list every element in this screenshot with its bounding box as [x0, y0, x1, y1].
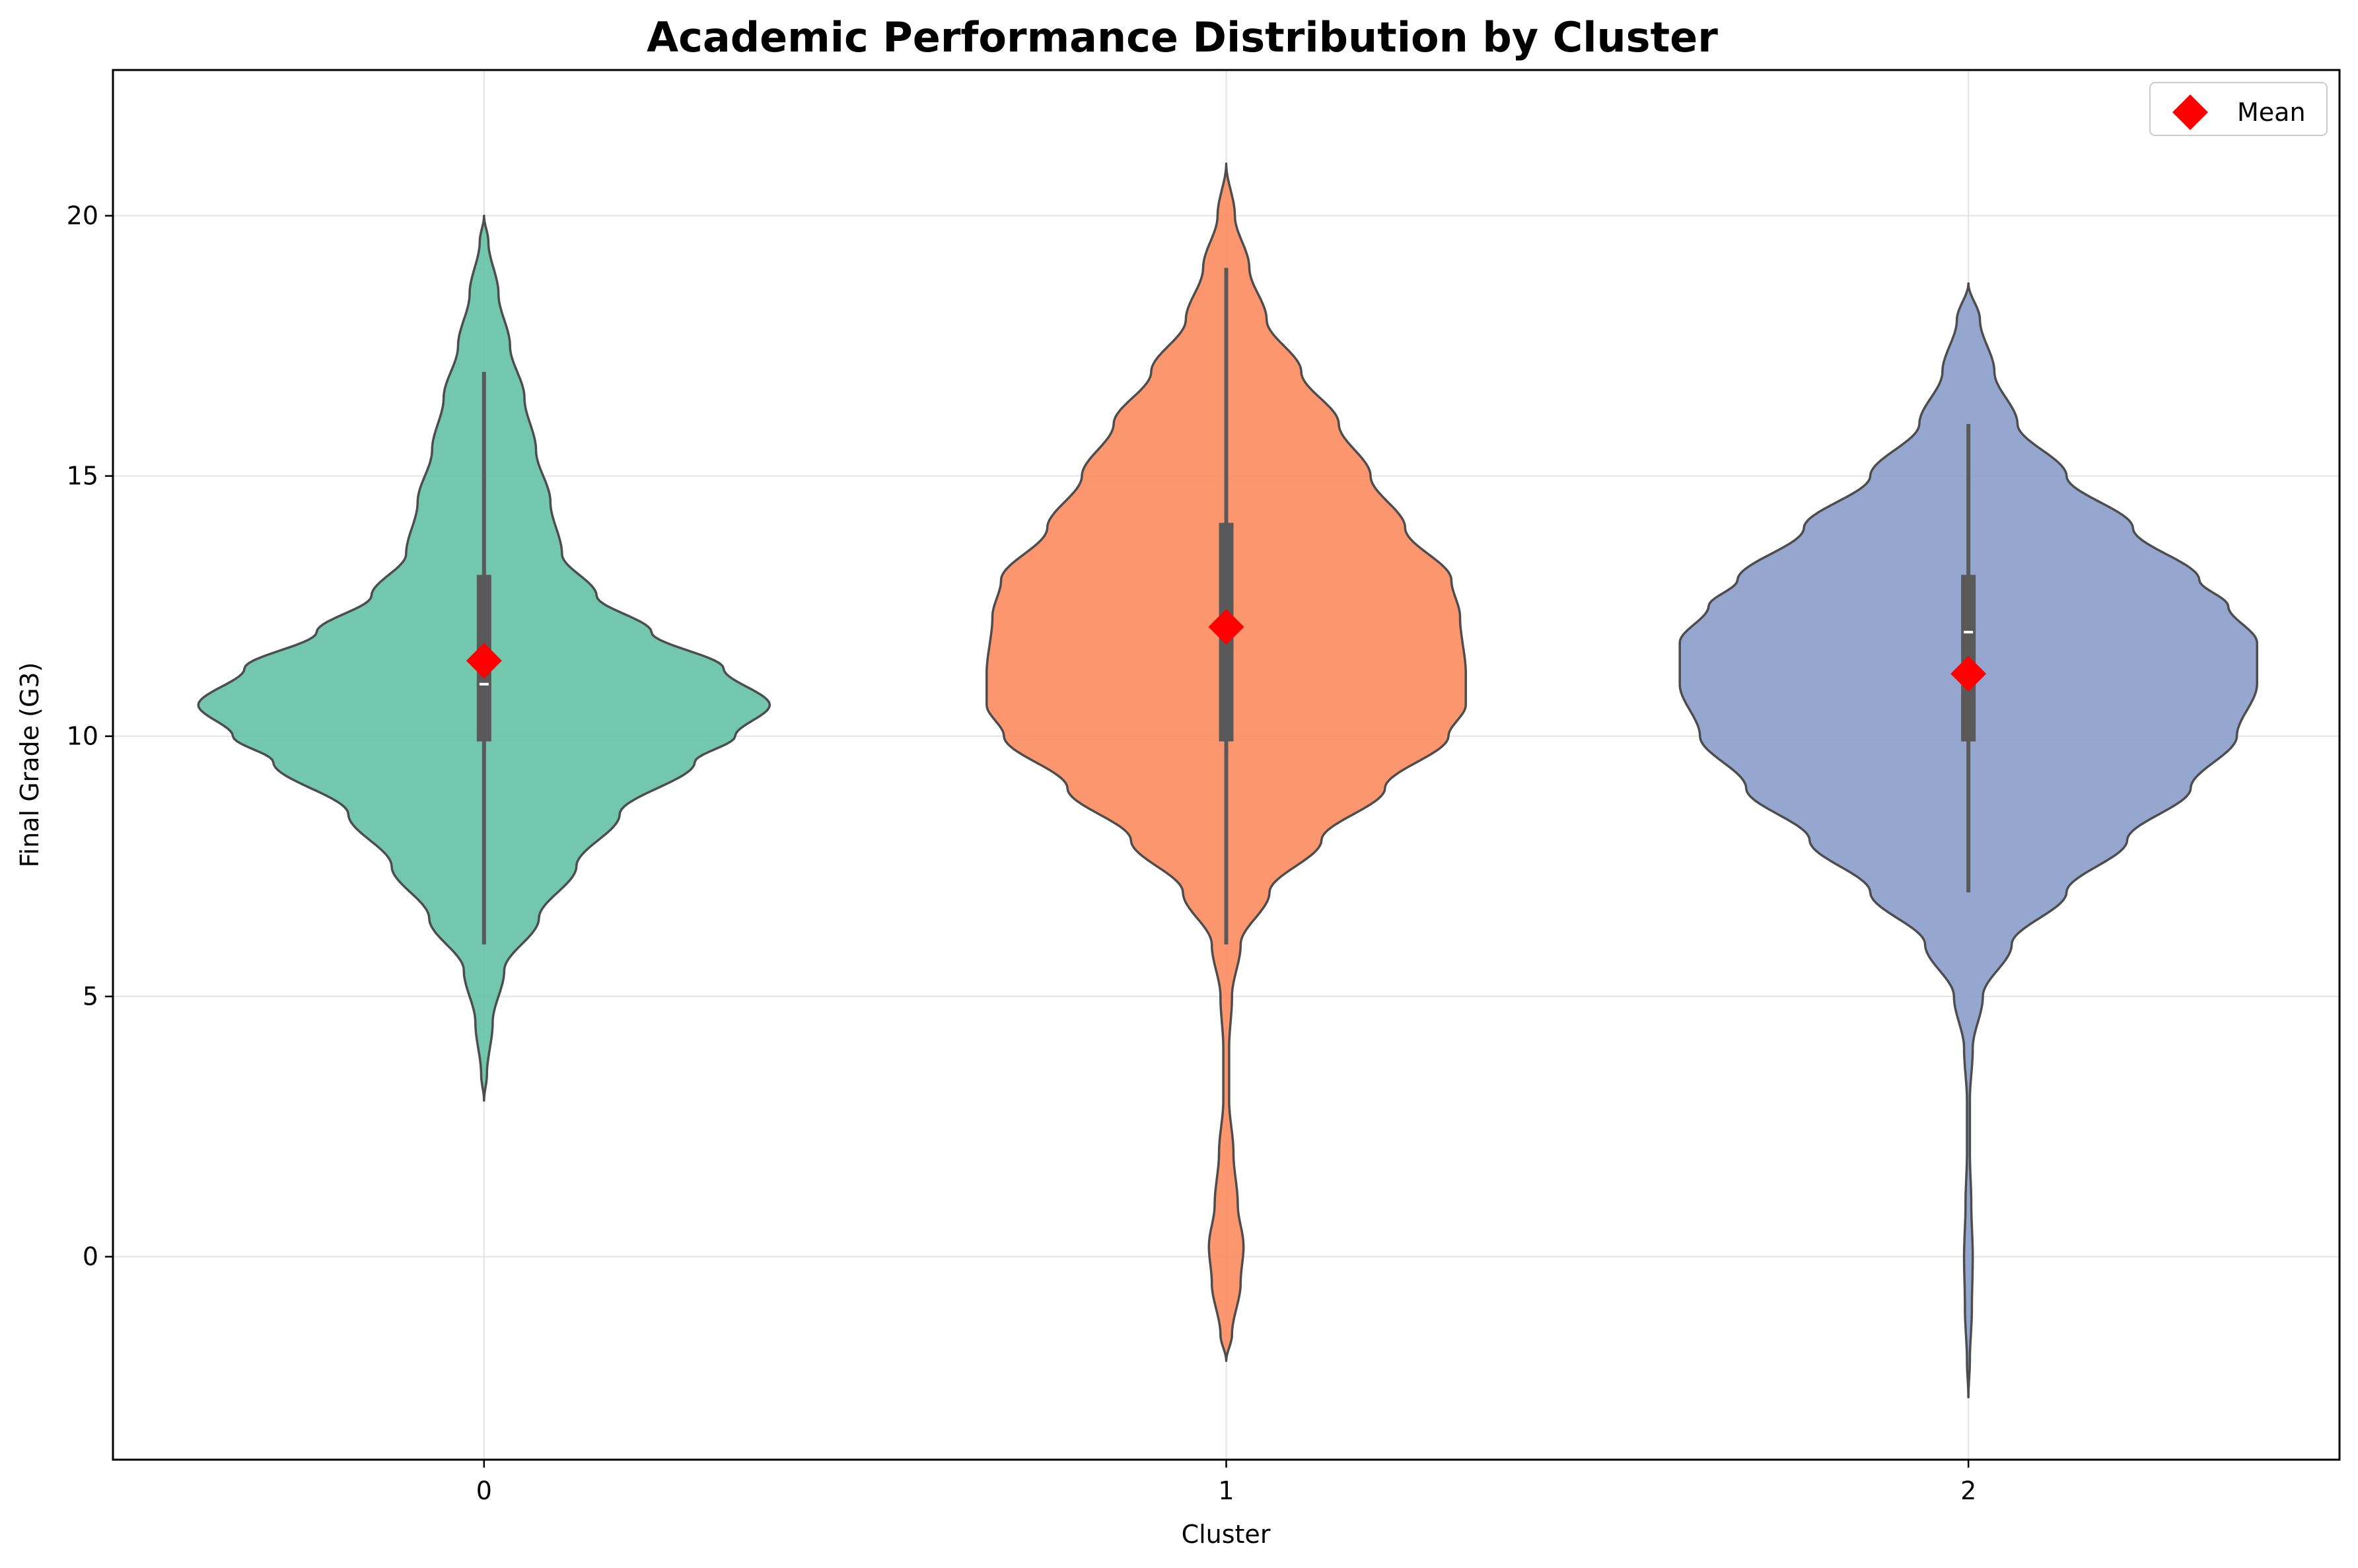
- y-tick-label: 10: [67, 722, 98, 751]
- mean-marker-cluster-1: [1208, 609, 1244, 645]
- x-axis-ticks: 0 1 2: [476, 1460, 1976, 1505]
- y-tick-label: 5: [83, 982, 98, 1011]
- y-tick-label: 0: [83, 1242, 98, 1271]
- y-tick-label: 15: [67, 462, 98, 491]
- mean-marker-cluster-0: [466, 643, 502, 679]
- x-tick-label: 2: [1960, 1476, 1976, 1505]
- chart-title: Academic Performance Distribution by Clu…: [647, 13, 1718, 61]
- y-tick-label: 20: [67, 201, 98, 231]
- legend-label-mean: Mean: [2237, 98, 2306, 127]
- x-axis-label: Cluster: [1182, 1520, 1271, 1549]
- legend-mean-marker: [2172, 94, 2208, 130]
- y-axis-ticks: 0 5 10 15 20: [67, 201, 113, 1271]
- mean-marker-cluster-2: [1950, 656, 1987, 692]
- x-tick-label: 0: [476, 1476, 492, 1505]
- y-axis-label: Final Grade (G3): [15, 662, 44, 868]
- legend: Mean: [2149, 82, 2328, 136]
- x-tick-label: 1: [1218, 1476, 1234, 1505]
- mean-markers: [466, 609, 1987, 692]
